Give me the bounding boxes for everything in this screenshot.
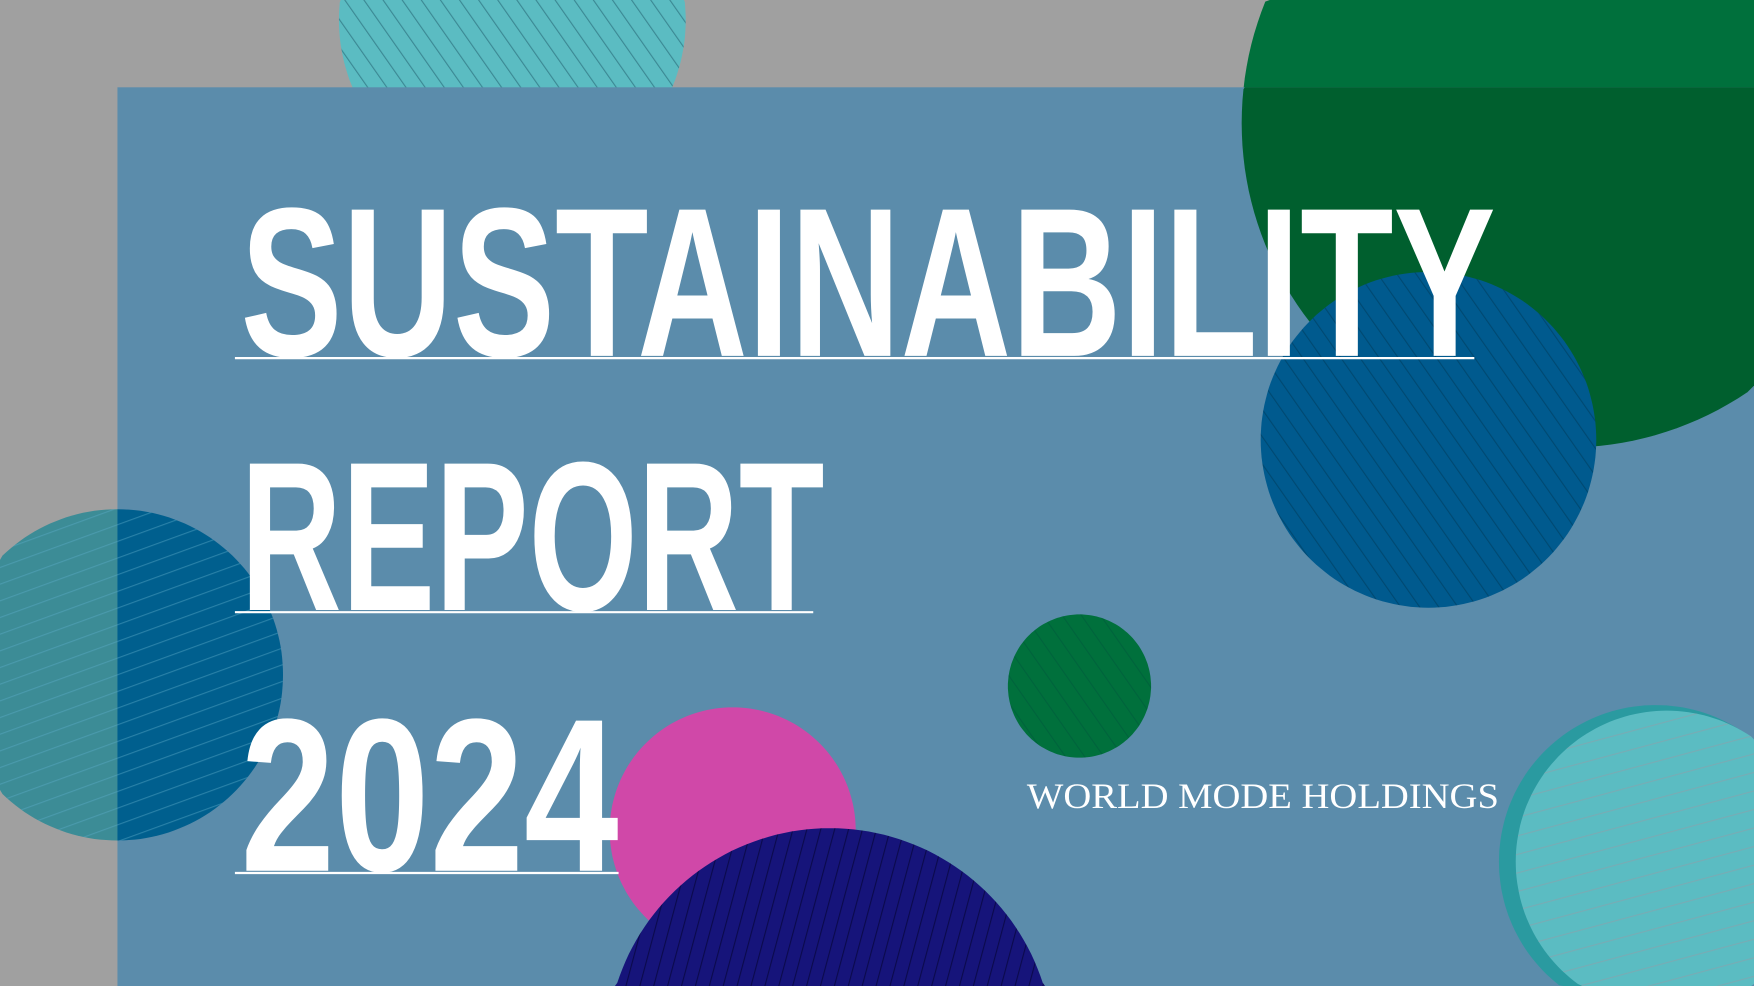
title-line-sustainability: SUSTAINABILITY — [241, 165, 1496, 402]
navy-circle — [606, 828, 1054, 986]
green-circle-small — [1007, 614, 1152, 758]
teal-circle-right — [1498, 705, 1754, 986]
company-name: WORLD MODE HOLDINGS — [1027, 776, 1499, 816]
blue-circle-right — [1260, 271, 1597, 608]
title-line-report: REPORT — [241, 419, 825, 656]
blue-circle-left — [117, 509, 284, 841]
title-line-year: 2024 — [241, 674, 619, 918]
